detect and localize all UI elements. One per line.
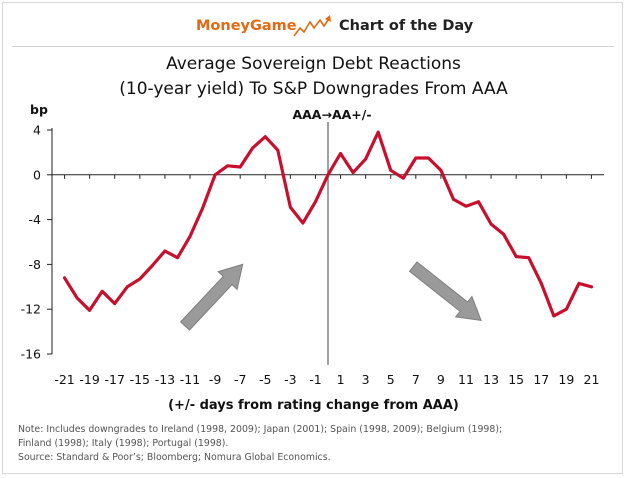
data-point — [339, 152, 342, 155]
data-point — [314, 200, 317, 204]
data-point — [251, 146, 255, 150]
data-point — [414, 156, 418, 160]
data-point — [452, 198, 455, 201]
data-point — [213, 173, 217, 177]
data-point — [439, 168, 443, 172]
x-tick-label: -13 — [155, 372, 175, 387]
data-point — [125, 285, 129, 289]
trend-arrow-up-right — [179, 263, 244, 331]
data-point — [477, 200, 480, 204]
data-point — [238, 165, 242, 169]
data-point — [564, 307, 568, 311]
data-point — [514, 255, 518, 258]
line-chart: 40-4-8-12-16 -21 -19 -17 -15 -13 -11 -9 -7 -5 -3-… — [21, 102, 604, 387]
y-axis-unit-label: bp — [30, 102, 48, 117]
data-point — [176, 256, 179, 260]
y-tick-labels: 4 0 -4 -8 -12 -16 — [21, 123, 41, 362]
x-tick-label: 5 — [387, 372, 395, 387]
x-tick-label: 17 — [533, 372, 549, 387]
data-point — [163, 249, 167, 253]
x-tick-label: 3 — [362, 372, 370, 387]
x-tick-label: 9 — [437, 372, 445, 387]
header-banner: MoneyGame Chart of the Day — [0, 0, 627, 58]
footnote: Note: Includes downgrades to Ireland (19… — [18, 423, 588, 465]
data-point — [527, 256, 531, 260]
data-point — [226, 164, 230, 168]
note-line-2: Finland (1998); Italy (1998); Portugal (… — [18, 438, 229, 449]
data-point — [364, 157, 368, 161]
x-tick-label: 15 — [508, 372, 524, 387]
x-tick-label: -9 — [209, 372, 222, 387]
data-point — [113, 302, 117, 305]
x-tick-label: -3 — [284, 372, 296, 387]
data-point — [577, 282, 581, 285]
data-point — [326, 173, 330, 177]
data-point — [426, 156, 430, 160]
chart-title-line-1: Average Sovereign Debt Reactions — [166, 54, 461, 74]
x-tick-label: -1 — [309, 372, 321, 387]
y-tick-label: -12 — [21, 302, 41, 317]
y-tick-label: 0 — [33, 167, 41, 182]
data-point — [201, 207, 204, 210]
x-tick-label: 19 — [558, 372, 574, 387]
data-point — [63, 276, 66, 280]
data-point — [88, 308, 92, 312]
data-point — [464, 204, 468, 208]
data-point — [263, 135, 267, 139]
data-point — [276, 148, 280, 152]
x-tick-label: -17 — [105, 372, 125, 387]
rising-chart-arrow-icon — [293, 15, 331, 37]
x-tick-label: -5 — [259, 372, 271, 387]
x-tick-label: 1 — [337, 372, 345, 387]
trend-arrow-down-right — [408, 261, 482, 322]
data-point — [351, 171, 355, 174]
x-tick-label: 21 — [584, 372, 600, 387]
chart-of-the-day-label: Chart of the Day — [339, 18, 474, 34]
trend-arrows — [179, 261, 482, 331]
x-tick-label: 11 — [458, 372, 474, 387]
x-axis-label: (+/- days from rating change from AAA) — [168, 398, 459, 413]
x-tick-label: 13 — [483, 372, 499, 387]
data-point — [301, 221, 305, 225]
data-point — [401, 176, 405, 180]
x-tick-label: -21 — [54, 372, 74, 387]
y-tick-label: -16 — [21, 347, 41, 362]
data-point — [150, 264, 154, 267]
data-point — [552, 314, 556, 318]
x-tick-label: 7 — [412, 372, 420, 387]
data-point — [376, 130, 380, 134]
data-point — [489, 222, 493, 226]
downgrade-annotation: AAA→AA+/- — [292, 107, 371, 122]
data-point — [138, 277, 142, 281]
data-point — [188, 235, 192, 238]
data-point — [502, 232, 506, 236]
brand-name[interactable]: MoneyGame — [196, 18, 297, 34]
data-point — [389, 168, 393, 172]
x-tick-label: -15 — [130, 372, 150, 387]
y-tick-label: 4 — [33, 123, 41, 138]
data-point — [100, 289, 104, 293]
chart-frame — [2, 2, 623, 474]
x-tick-label: -19 — [79, 372, 99, 387]
data-point — [288, 205, 292, 209]
y-tick-label: -4 — [29, 212, 42, 227]
source-line: Source: Standard & Poor’s; Bloomberg; No… — [18, 452, 331, 463]
x-tick-label: -7 — [234, 372, 246, 387]
data-point — [75, 296, 79, 300]
y-tick-label: -8 — [29, 257, 42, 272]
header-divider — [12, 46, 614, 47]
chart-axes — [47, 122, 604, 365]
data-point — [539, 282, 543, 285]
data-point — [590, 285, 593, 289]
note-line-1: Note: Includes downgrades to Ireland (19… — [18, 424, 503, 435]
x-tick-label: -11 — [180, 372, 200, 387]
x-tick-labels: -21 -19 -17 -15 -13 -11 -9 -7 -5 -3 -1 1 3 5 7 9 11 13 15 1… — [54, 372, 599, 387]
series-layer — [62, 130, 594, 318]
chart-title-line-2: (10-year yield) To S&P Downgrades From A… — [119, 79, 508, 99]
